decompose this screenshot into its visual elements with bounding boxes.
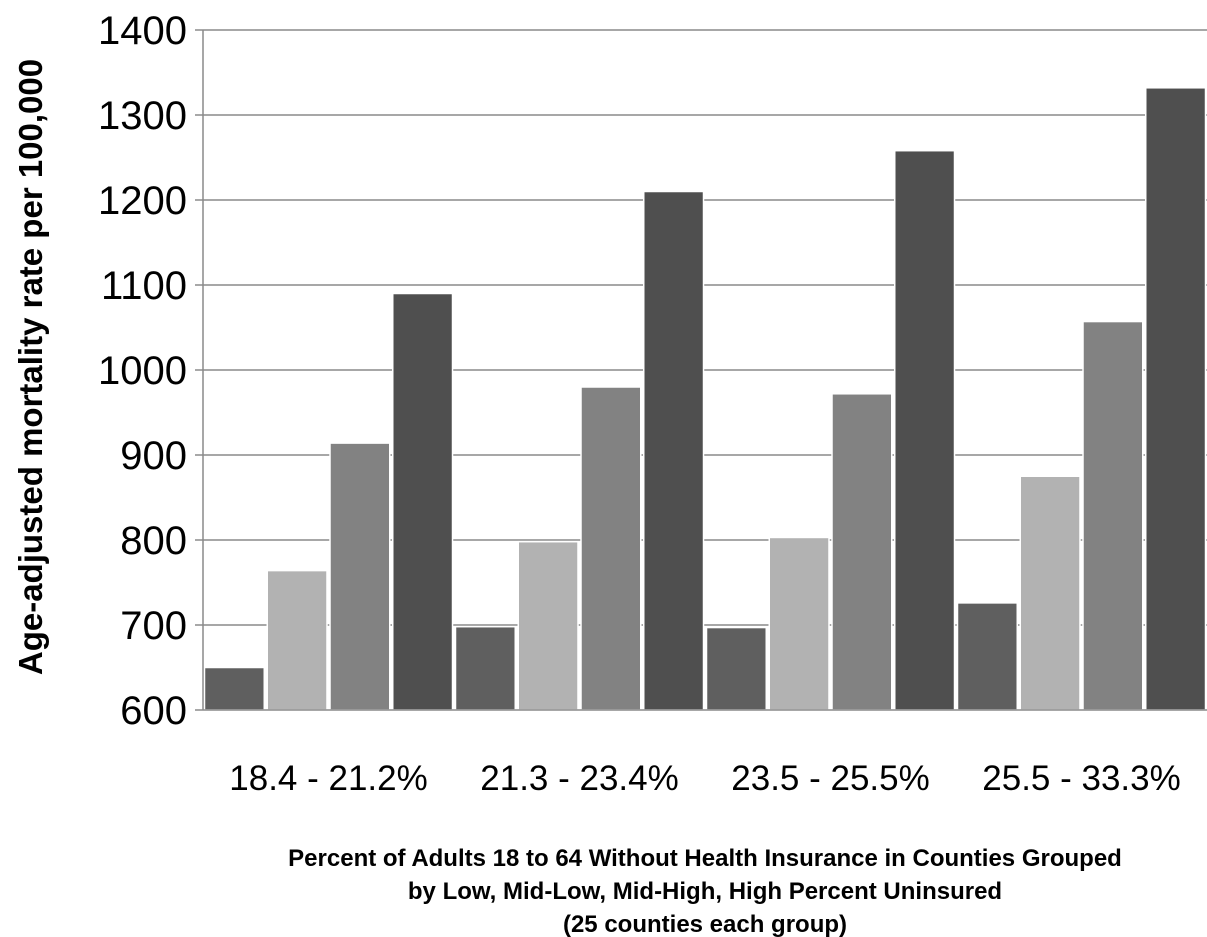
y-tick-label: 1300 [98,94,187,138]
y-tick-label: 1400 [98,9,187,53]
axes [195,29,1207,711]
bar [831,393,893,711]
bar [329,442,391,711]
y-tick-label: 800 [120,519,187,563]
bar [580,386,642,711]
y-tick-label: 700 [120,604,187,648]
bar [1019,475,1081,711]
x-category-label: 25.5 - 33.3% [982,759,1180,798]
x-axis-title-line-3: (25 counties each group) [563,911,847,937]
bar [768,536,830,711]
bar [203,666,265,711]
y-tick-label: 1200 [98,179,187,223]
y-tick-label: 1000 [98,349,187,393]
x-category-label: 21.3 - 23.4% [480,759,678,798]
bars [203,87,1207,711]
x-category-label: 18.4 - 21.2% [229,759,427,798]
x-axis-title-line-2: by Low, Mid-Low, Mid-High, High Percent … [408,878,1002,905]
x-category-labels: 18.4 - 21.2% 21.3 - 23.4% 23.5 - 25.5% 25.5… [229,759,1180,798]
bar [1082,320,1144,711]
x-axis-title-line-1: Percent of Adults 18 to 64 Without Healt… [288,845,1122,872]
bar [705,626,767,711]
bar [517,540,579,711]
bar [643,190,705,711]
bar [454,625,516,711]
bar [956,602,1018,711]
x-category-label: 23.5 - 25.5% [731,759,929,798]
y-tick-label: 900 [120,434,187,478]
x-axis-title: Percent of Adults 18 to 64 Without Healt… [288,845,1122,937]
bar [1145,87,1207,711]
bar [266,569,328,711]
y-tick-label: 600 [120,689,187,733]
y-tick-label: 1100 [101,264,187,308]
y-tick-labels: 600 700 800 900 1000 1100 1200 1300 1400 [98,9,187,733]
y-axis-title: Age-adjusted mortality rate per 100,000 [12,59,49,675]
bar [894,149,956,711]
bar [392,292,454,711]
